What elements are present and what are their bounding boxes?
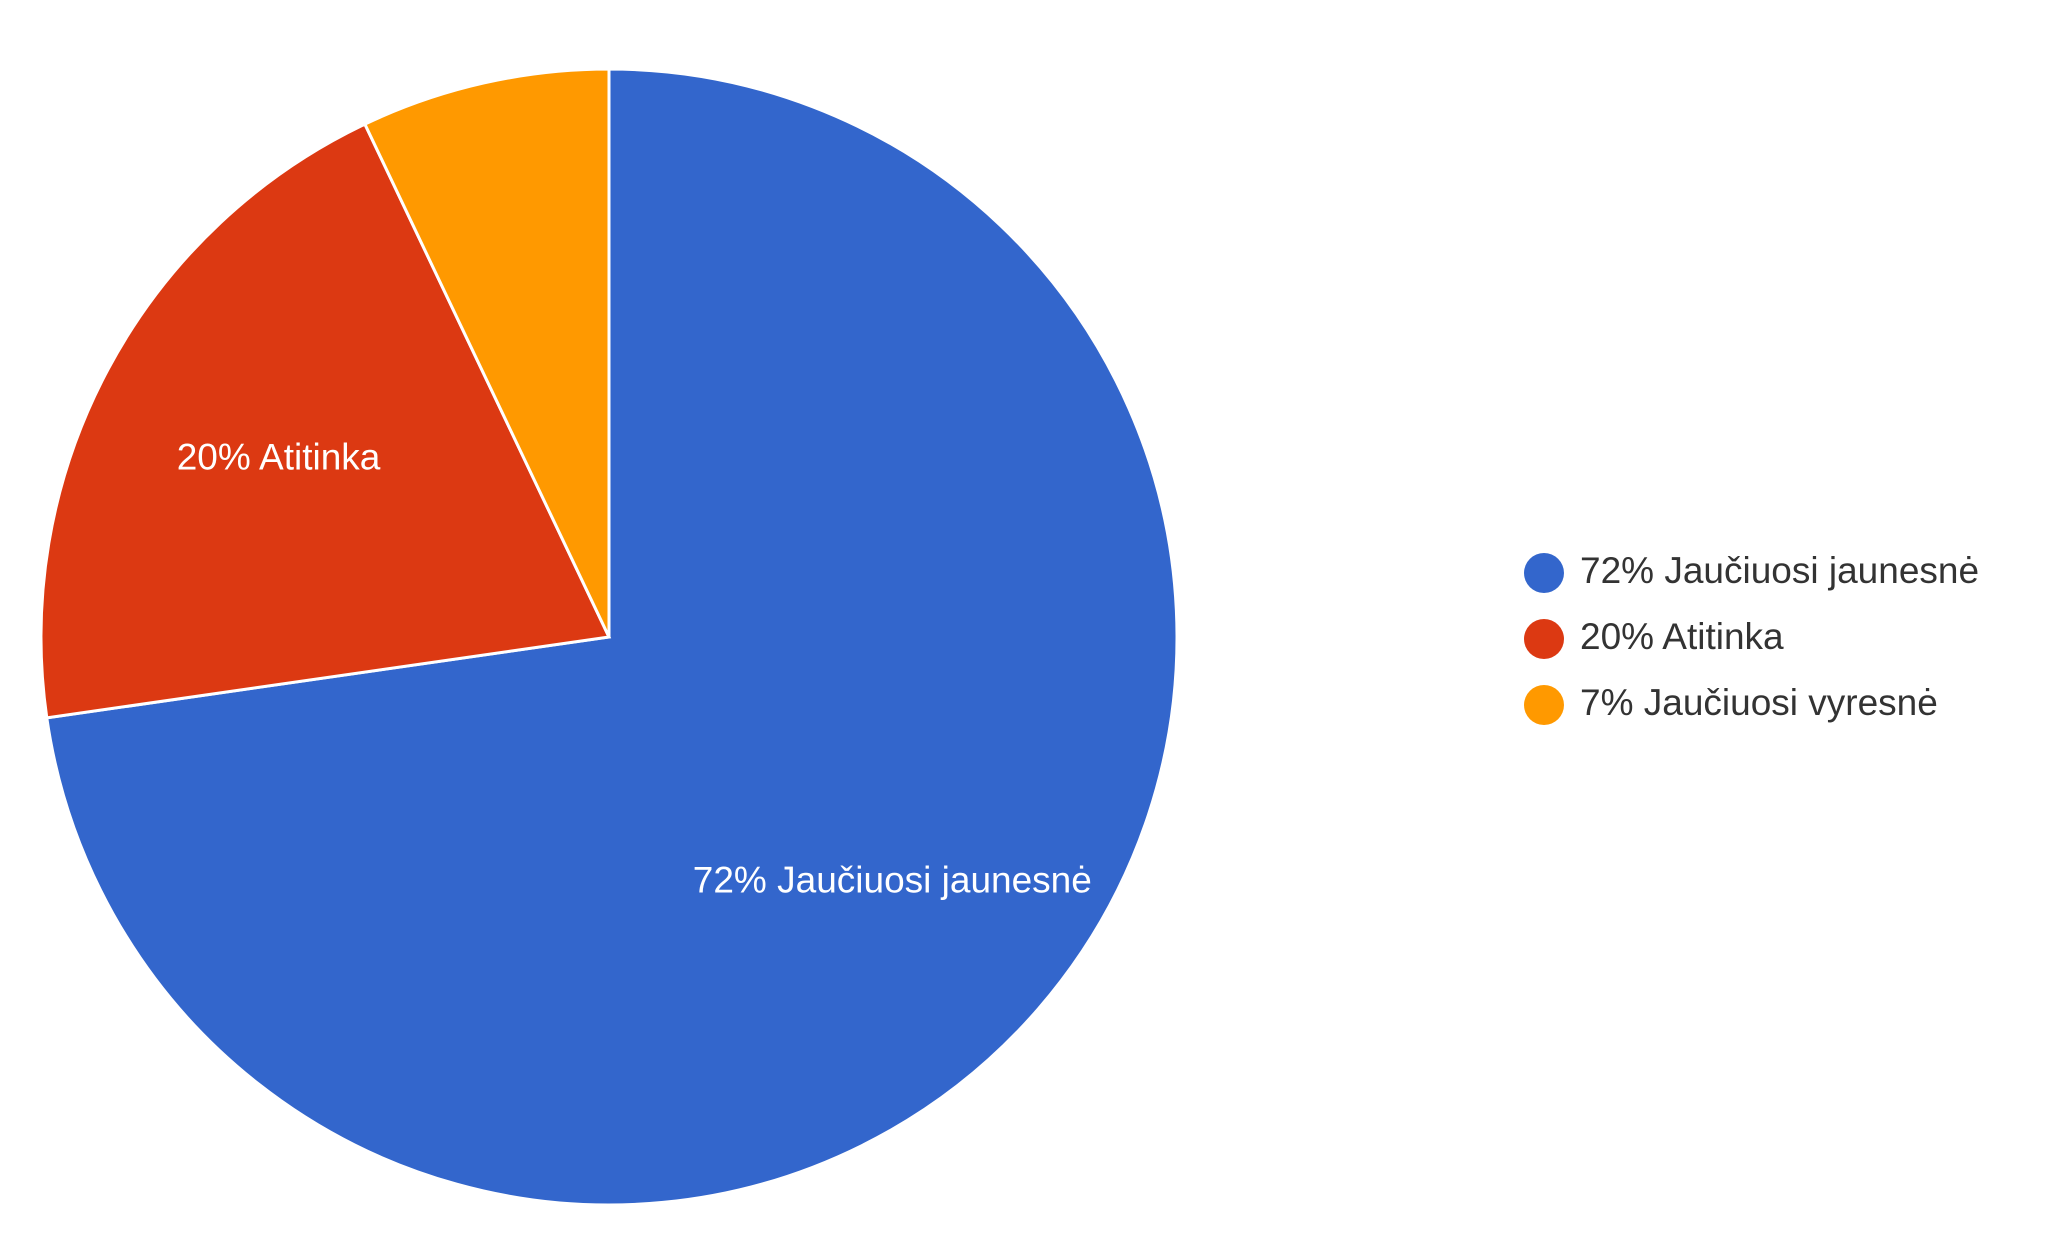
pie-slice bbox=[362, 67, 611, 638]
legend-label: 72% Jaučiuosi jaunesnė bbox=[1580, 550, 1979, 591]
legend-label: 7% Jaučiuosi vyresnė bbox=[1580, 682, 1938, 723]
pie-slice bbox=[39, 122, 612, 720]
legend-marker bbox=[1524, 619, 1564, 659]
legend-label: 20% Atitinka bbox=[1580, 616, 1784, 657]
slice-label: 72% Jaučiuosi jaunesnė bbox=[693, 859, 1092, 900]
legend-marker bbox=[1524, 553, 1564, 593]
pie-slice bbox=[45, 67, 1179, 1207]
slice-label: 20% Atitinka bbox=[177, 437, 381, 478]
legend-marker bbox=[1524, 685, 1564, 725]
